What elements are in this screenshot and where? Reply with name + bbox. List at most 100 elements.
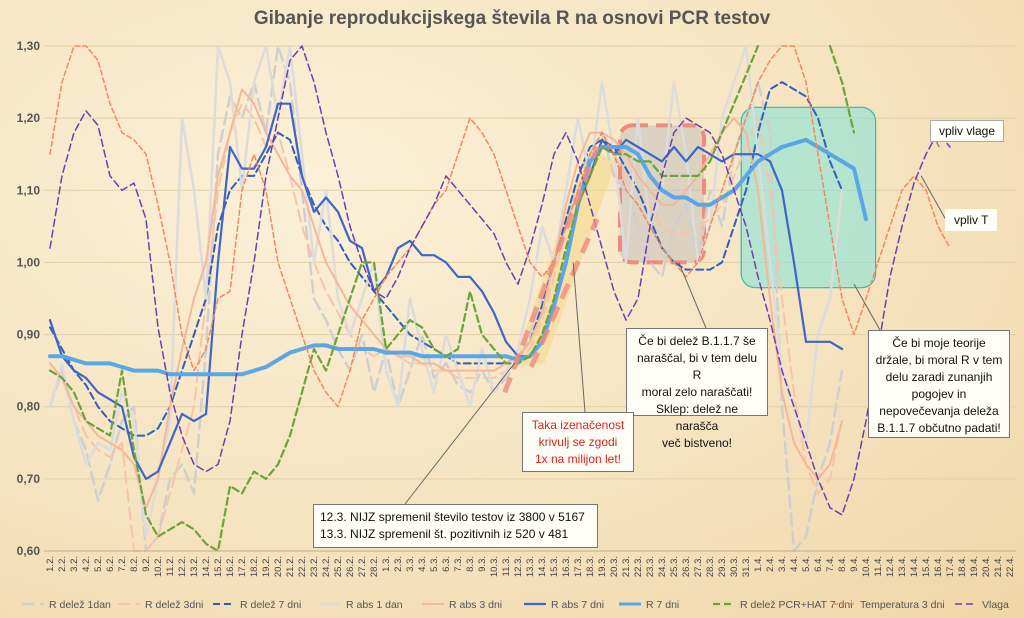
y-tick-label: 0,60 xyxy=(17,544,41,558)
x-tick-label: 14.2. xyxy=(201,556,212,577)
x-tick-label: 7.4. xyxy=(825,556,836,572)
x-tick-label: 4.2. xyxy=(81,556,92,572)
series-9 xyxy=(49,45,951,516)
x-tick-label: 24.2. xyxy=(321,556,332,577)
callout-nijz-line: 13.3. NIJZ spremenil št. pozitivnih iz 5… xyxy=(320,527,569,541)
x-tick-label: 4.3. xyxy=(417,556,428,572)
x-tick-label: 21.3. xyxy=(621,556,632,577)
x-tick-label: 11.2. xyxy=(165,556,176,576)
y-tick-label: 0,70 xyxy=(17,472,41,486)
x-tick-label: 30.3. xyxy=(729,556,740,577)
legend-label: R abs 3 dni xyxy=(449,599,502,611)
x-tick-label: 17.2. xyxy=(237,556,248,577)
callout-theories-line: B.1.1.7 občutno padati! xyxy=(877,421,1001,435)
x-tick-label: 18.3. xyxy=(585,556,596,577)
series-line xyxy=(49,45,951,408)
x-tick-label: 5.3. xyxy=(429,556,440,572)
leader-temperatura xyxy=(920,175,947,221)
x-tick-label: 11.4. xyxy=(873,556,884,576)
series-1 xyxy=(49,102,843,552)
red-guide-upper xyxy=(502,146,600,394)
x-tick-label: 4.4. xyxy=(789,556,800,572)
x-tick-label: 17.3. xyxy=(573,556,584,577)
x-tick-label: 29.3. xyxy=(717,556,728,577)
x-tick-label: 1.4. xyxy=(753,556,764,572)
series-line xyxy=(828,44,856,134)
series-line xyxy=(48,102,844,480)
x-tick-label: 6.2. xyxy=(105,556,116,572)
x-tick-label: 10.4. xyxy=(861,556,872,577)
series-line xyxy=(48,137,868,377)
series-layer xyxy=(48,44,951,553)
y-tick-label: 1,00 xyxy=(17,255,41,269)
x-tick-label: 9.2. xyxy=(141,556,152,572)
series-0 xyxy=(48,44,844,553)
x-tick-label: 9.3. xyxy=(477,556,488,572)
x-tick-label: 14.4. xyxy=(909,556,920,577)
y-tick-label: 1,20 xyxy=(17,111,41,125)
x-tick-label: 6.3. xyxy=(441,556,452,572)
x-tick-label: 19.4. xyxy=(969,556,980,577)
x-tick-label: 22.4. xyxy=(1005,556,1016,577)
series-line xyxy=(49,45,951,516)
x-tick-label: 14.3. xyxy=(537,556,548,577)
x-tick-label: 5.2. xyxy=(93,556,104,572)
leader-million xyxy=(572,262,586,413)
callout-million-line: 1x na milijon let! xyxy=(534,452,622,466)
x-tick-label: 20.4. xyxy=(981,556,992,577)
x-tick-label: 1.3. xyxy=(381,556,392,572)
callout-theories-line: držale, bi moral R v tem xyxy=(875,353,1003,367)
x-tick-label: 26.3. xyxy=(681,556,692,577)
x-tick-label: 5.4. xyxy=(801,556,812,572)
x-tick-label: 12.3. xyxy=(513,556,524,577)
overlay-layer xyxy=(502,146,600,394)
x-axis: 1.2. 2.2. 3.2. 4.2. 5.2. 6.2. 7.2. 8.2. 9.2. 10.2… xyxy=(45,556,1016,577)
x-tick-label: 25.3. xyxy=(669,556,680,577)
x-tick-label: 2.3. xyxy=(393,556,404,572)
x-tick-label: 12.2. xyxy=(177,556,188,577)
callout-leaders xyxy=(404,130,947,505)
x-tick-label: 16.2. xyxy=(225,556,236,577)
x-tick-label: 10.2. xyxy=(153,556,164,577)
x-tick-label: 23.3. xyxy=(645,556,656,577)
x-tick-label: 12.4. xyxy=(885,556,896,577)
x-tick-label: 17.4. xyxy=(945,556,956,577)
x-tick-label: 22.2. xyxy=(297,556,308,577)
x-tick-label: 20.3. xyxy=(609,556,620,577)
x-tick-label: 15.2. xyxy=(213,556,224,577)
x-tick-label: 11.3. xyxy=(501,556,512,576)
x-tick-label: 20.2. xyxy=(273,556,284,577)
x-tick-label: 10.3. xyxy=(489,556,500,577)
x-tick-label: 27.2. xyxy=(357,556,368,577)
x-tick-label: 3.2. xyxy=(69,556,80,572)
x-tick-label: 1.2. xyxy=(45,556,56,572)
x-tick-label: 25.2. xyxy=(333,556,344,577)
x-tick-label: 15.3. xyxy=(549,556,560,577)
legend-label: R delež 7 dni xyxy=(240,599,301,611)
x-tick-label: 8.2. xyxy=(129,556,140,572)
series-6 xyxy=(48,137,868,377)
x-tick-label: 3.3. xyxy=(405,556,416,572)
x-tick-label: 18.4. xyxy=(957,556,968,577)
legend: R delež 1dan R delež 3dni R delež 7 dni R a… xyxy=(22,599,1009,611)
x-tick-label: 21.4. xyxy=(993,556,1004,577)
x-tick-label: 15.4. xyxy=(921,556,932,577)
x-tick-label: 16.4. xyxy=(933,556,944,577)
legend-label: R delež 3dni xyxy=(145,599,203,611)
x-tick-label: 27.3. xyxy=(693,556,704,577)
callout-b117-line: Sklep: delež ne narašča xyxy=(655,402,739,433)
series-line xyxy=(48,44,844,553)
callout-million-years: Taka izenačenost krivulj se zgodi 1x na … xyxy=(522,412,634,472)
x-tick-label: 8.4. xyxy=(837,556,848,572)
callout-theories: Če bi moje teorije držale, bi moral R v … xyxy=(868,330,1010,438)
x-tick-label: 18.2. xyxy=(249,556,260,577)
y-tick-label: 0,90 xyxy=(17,328,41,342)
callout-theories-line: pogojev in xyxy=(911,387,967,401)
label-vpliv-vlage-text: vpliv vlage xyxy=(939,124,996,138)
callout-million-line: krivulj se zgodi xyxy=(538,435,618,449)
x-tick-label: 13.3. xyxy=(525,556,536,577)
label-vpliv-t: vpliv T xyxy=(945,209,998,231)
x-tick-label: 2.2. xyxy=(57,556,68,572)
leader-nijz xyxy=(404,363,515,505)
